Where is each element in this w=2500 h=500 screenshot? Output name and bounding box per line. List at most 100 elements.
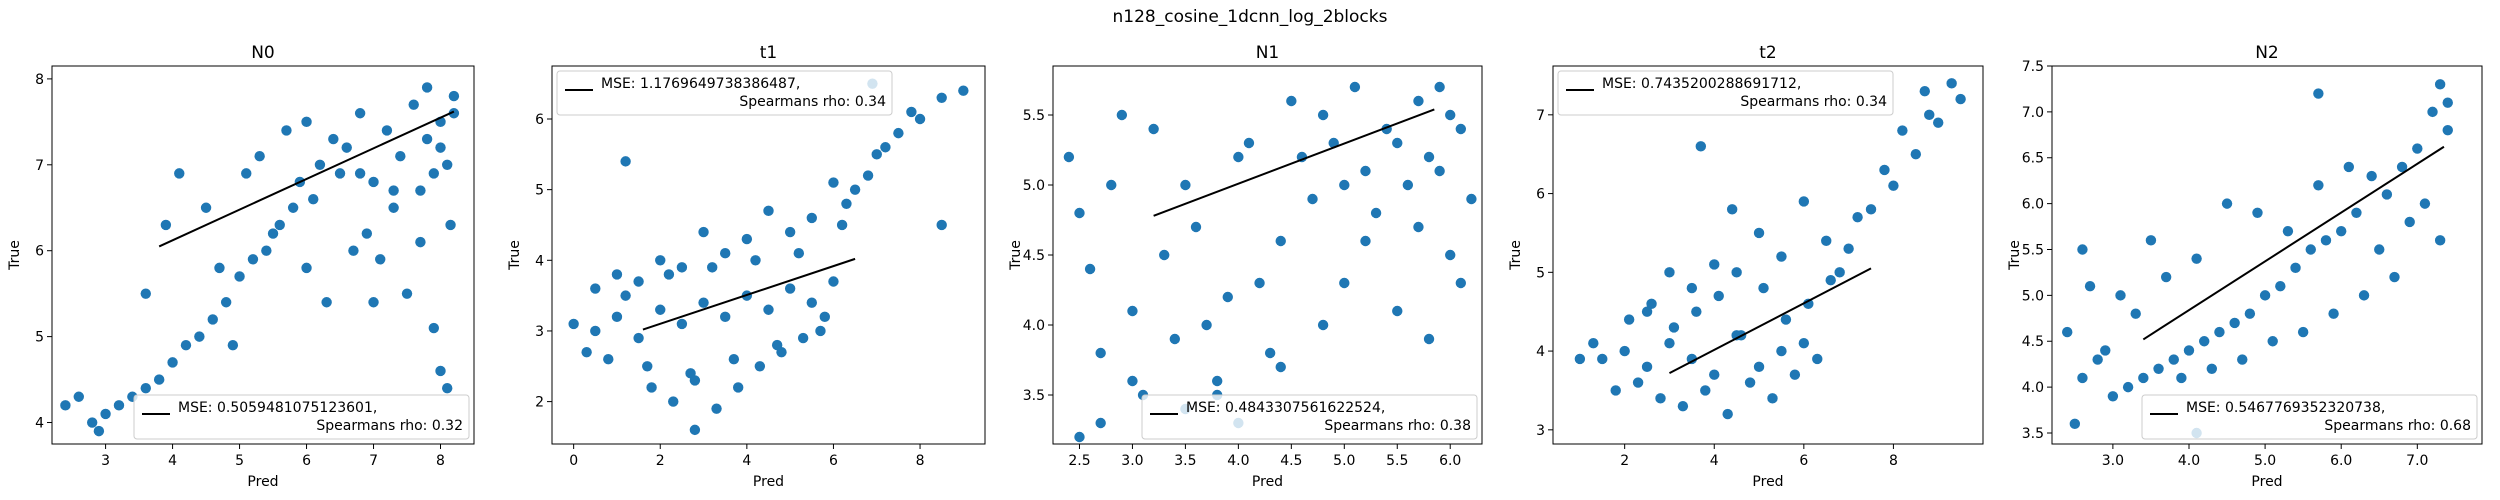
scatter-point (2153, 363, 2164, 374)
scatter-point (1455, 123, 1467, 135)
legend-rho-text: Spearmans rho: 0.32 (316, 418, 463, 434)
scatter-point (2237, 354, 2248, 365)
axes-frame (2051, 65, 2483, 445)
scatter-point (1695, 141, 1707, 152)
scatter-point (2244, 308, 2256, 319)
fit-line (158, 110, 455, 248)
scatter-point (1910, 149, 1922, 160)
scatter-point (415, 236, 426, 248)
scatter-point (1753, 227, 1765, 239)
scatter-point (1445, 109, 1456, 121)
scatter-point (1317, 319, 1329, 331)
axes-frame (1552, 65, 1984, 445)
x-tick-label: 4 (1710, 453, 1719, 469)
scatter-point (581, 346, 592, 358)
scatter-point (421, 133, 433, 145)
scatter-point (1339, 179, 1350, 191)
y-axis-label: True (507, 240, 523, 271)
scatter-point (1264, 347, 1276, 359)
y-tick-label: 4.5 (2022, 334, 2044, 350)
scatter-point (2100, 345, 2111, 356)
scatter-point (2290, 262, 2301, 274)
x-tick-label: 2.5 (1068, 453, 1090, 469)
scatter-point (936, 92, 947, 103)
scatter-point (2077, 372, 2088, 384)
scatter-point (2206, 363, 2218, 374)
scatter-point (1063, 151, 1075, 163)
scatter-point (815, 325, 826, 337)
y-tick-label: 4 (1536, 344, 1545, 360)
x-axis-label: Pred (247, 474, 278, 490)
scatter-point (254, 151, 265, 162)
scatter-series (1063, 81, 1477, 443)
y-tick-label: 4.0 (1023, 318, 1045, 334)
scatter-point (784, 226, 796, 238)
scatter-point (1211, 375, 1223, 387)
scatter-point (590, 325, 601, 337)
scatter-point (1423, 151, 1435, 163)
scatter-point (1116, 109, 1128, 121)
scatter-point (611, 269, 623, 280)
scatter-point (880, 142, 891, 153)
y-tick-label: 6 (1536, 187, 1545, 203)
y-tick-label: 3.5 (1023, 388, 1045, 404)
scatter-point (1370, 207, 1382, 219)
scatter-point (2130, 308, 2141, 319)
scatter-point (2442, 97, 2453, 108)
scatter-point (1834, 267, 1845, 278)
legend-rho-text: Spearmans rho: 0.68 (2324, 418, 2471, 434)
scatter-point (1402, 179, 1414, 191)
scatter-point (1317, 109, 1329, 121)
x-tick-label: 4 (168, 453, 177, 469)
scatter-point (2336, 225, 2347, 237)
scatter-point (60, 400, 71, 411)
scatter-point (1686, 282, 1698, 294)
scatter-point (1159, 249, 1170, 261)
scatter-point (1074, 431, 1085, 443)
scatter-point (321, 297, 332, 308)
legend: MSE: 0.5059481075123601, Spearmans rho: 0… (133, 394, 470, 440)
x-tick-label: 5.0 (1333, 453, 1355, 469)
legend-mse-text: MSE: 0.4843307561622524, (1186, 400, 1385, 416)
scatter-point (1127, 375, 1138, 387)
scatter-point (140, 288, 151, 299)
scatter-point (633, 276, 644, 287)
scatter-point (1413, 221, 1424, 233)
scatter-point (741, 233, 753, 245)
x-tick-label: 6.0 (1439, 453, 1461, 469)
scatter-point (633, 332, 644, 344)
x-axis-label: Pred (753, 474, 784, 490)
scatter-point (2145, 235, 2157, 246)
scatter-point (2343, 161, 2355, 173)
scatter-point (1434, 81, 1445, 93)
scatter-point (797, 332, 809, 344)
x-tick-label: 3.0 (2102, 453, 2124, 469)
legend-mse-text: MSE: 0.5467769352320738, (2186, 400, 2385, 416)
panel-N0: N0 3 4 5 6 7 8 4 5 6 7 8 Pred True MSE: 0.505948107512… (7, 43, 475, 490)
scatter-point (2419, 198, 2431, 209)
scatter-point (1709, 259, 1720, 270)
scatter-point (707, 262, 718, 273)
scatter-point (1897, 125, 1908, 136)
scatter-point (2404, 216, 2415, 228)
x-tick-label: 4.5 (1280, 453, 1302, 469)
scatter-point (1275, 361, 1286, 373)
scatter-point (1360, 235, 1371, 247)
scatter-point (1169, 333, 1181, 345)
scatter-point (1574, 353, 1586, 365)
y-tick-label: 5.5 (1023, 108, 1045, 124)
scatter-point (1619, 345, 1630, 357)
scatter-point (1254, 277, 1265, 289)
y-axis-label: True (1008, 240, 1024, 271)
scatter-point (442, 382, 453, 394)
scatter-point (689, 424, 701, 436)
scatter-point (776, 346, 787, 358)
scatter-point (1360, 165, 1371, 177)
scatter-point (1127, 305, 1138, 317)
scatter-point (314, 159, 326, 170)
scatter-point (435, 365, 446, 377)
x-tick-label: 6 (302, 453, 311, 469)
scatter-point (1074, 207, 1085, 219)
scatter-point (194, 331, 205, 342)
y-tick-label: 5.5 (2022, 242, 2044, 258)
